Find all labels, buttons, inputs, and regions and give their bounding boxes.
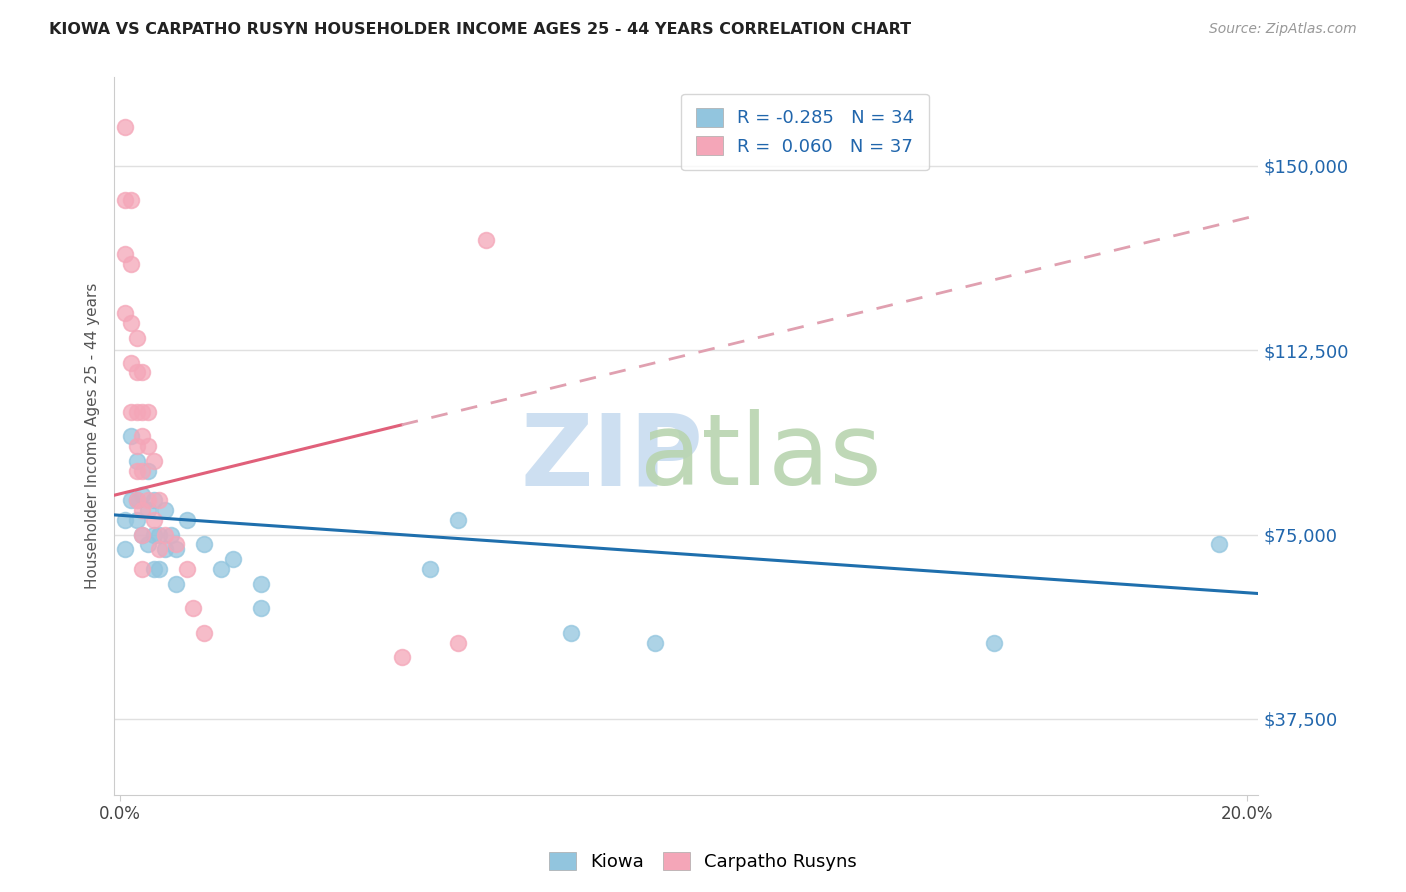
- Point: [148, 562, 170, 576]
- Point: [120, 316, 142, 330]
- Point: [125, 493, 148, 508]
- Point: [131, 365, 153, 379]
- Point: [131, 562, 153, 576]
- Point: [142, 454, 165, 468]
- Point: [114, 194, 136, 208]
- Point: [165, 576, 187, 591]
- Point: [131, 405, 153, 419]
- Point: [136, 405, 159, 419]
- Point: [131, 527, 153, 541]
- Point: [193, 537, 215, 551]
- Point: [142, 562, 165, 576]
- Point: [165, 537, 187, 551]
- Point: [475, 233, 498, 247]
- Point: [249, 576, 271, 591]
- Point: [125, 405, 148, 419]
- Point: [447, 513, 470, 527]
- Point: [114, 513, 136, 527]
- Point: [125, 454, 148, 468]
- Point: [125, 464, 148, 478]
- Legend: R = -0.285   N = 34, R =  0.060   N = 37: R = -0.285 N = 34, R = 0.060 N = 37: [682, 94, 929, 170]
- Point: [142, 493, 165, 508]
- Point: [120, 405, 142, 419]
- Point: [136, 464, 159, 478]
- Point: [153, 527, 176, 541]
- Point: [131, 464, 153, 478]
- Text: ZIP: ZIP: [520, 409, 703, 507]
- Point: [153, 542, 176, 557]
- Point: [120, 429, 142, 443]
- Point: [136, 503, 159, 517]
- Point: [391, 650, 413, 665]
- Point: [125, 365, 148, 379]
- Point: [176, 513, 198, 527]
- Point: [136, 439, 159, 453]
- Point: [142, 513, 165, 527]
- Point: [131, 527, 153, 541]
- Point: [249, 601, 271, 615]
- Point: [120, 493, 142, 508]
- Point: [193, 625, 215, 640]
- Point: [131, 429, 153, 443]
- Point: [136, 493, 159, 508]
- Point: [209, 562, 232, 576]
- Point: [125, 331, 148, 345]
- Point: [120, 194, 142, 208]
- Point: [153, 503, 176, 517]
- Point: [148, 527, 170, 541]
- Point: [114, 542, 136, 557]
- Text: Source: ZipAtlas.com: Source: ZipAtlas.com: [1209, 22, 1357, 37]
- Point: [114, 120, 136, 134]
- Point: [131, 488, 153, 502]
- Point: [148, 542, 170, 557]
- Point: [120, 257, 142, 271]
- Point: [560, 625, 582, 640]
- Point: [447, 636, 470, 650]
- Point: [419, 562, 441, 576]
- Point: [120, 355, 142, 369]
- Point: [136, 537, 159, 551]
- Point: [131, 503, 153, 517]
- Point: [148, 493, 170, 508]
- Text: KIOWA VS CARPATHO RUSYN HOUSEHOLDER INCOME AGES 25 - 44 YEARS CORRELATION CHART: KIOWA VS CARPATHO RUSYN HOUSEHOLDER INCO…: [49, 22, 911, 37]
- Point: [159, 527, 181, 541]
- Point: [644, 636, 666, 650]
- Legend: Kiowa, Carpatho Rusyns: Kiowa, Carpatho Rusyns: [541, 845, 865, 879]
- Point: [142, 527, 165, 541]
- Point: [165, 542, 187, 557]
- Point: [221, 552, 243, 566]
- Point: [125, 513, 148, 527]
- Point: [114, 306, 136, 320]
- Text: atlas: atlas: [640, 409, 882, 507]
- Point: [176, 562, 198, 576]
- Point: [125, 439, 148, 453]
- Y-axis label: Householder Income Ages 25 - 44 years: Householder Income Ages 25 - 44 years: [86, 283, 100, 590]
- Point: [983, 636, 1005, 650]
- Point: [114, 247, 136, 261]
- Point: [125, 493, 148, 508]
- Point: [181, 601, 204, 615]
- Point: [1208, 537, 1230, 551]
